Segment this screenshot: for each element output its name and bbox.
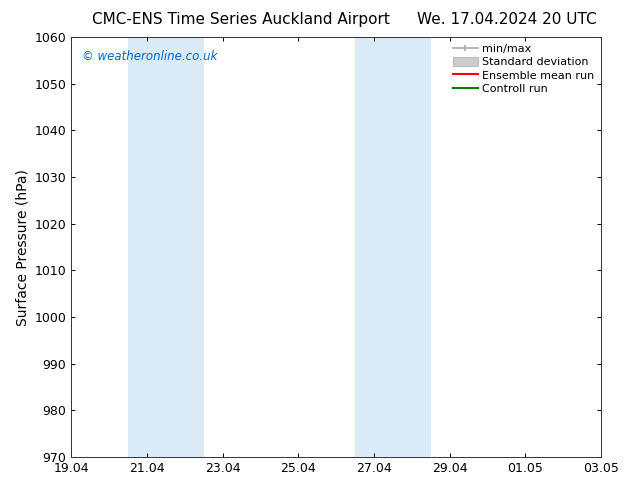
Text: CMC-ENS Time Series Auckland Airport: CMC-ENS Time Series Auckland Airport <box>92 12 390 27</box>
Legend: min/max, Standard deviation, Ensemble mean run, Controll run: min/max, Standard deviation, Ensemble me… <box>450 41 598 97</box>
Text: © weatheronline.co.uk: © weatheronline.co.uk <box>82 50 217 63</box>
Y-axis label: Surface Pressure (hPa): Surface Pressure (hPa) <box>15 169 29 325</box>
Text: We. 17.04.2024 20 UTC: We. 17.04.2024 20 UTC <box>417 12 597 27</box>
Bar <box>355 37 430 457</box>
Bar <box>128 37 204 457</box>
